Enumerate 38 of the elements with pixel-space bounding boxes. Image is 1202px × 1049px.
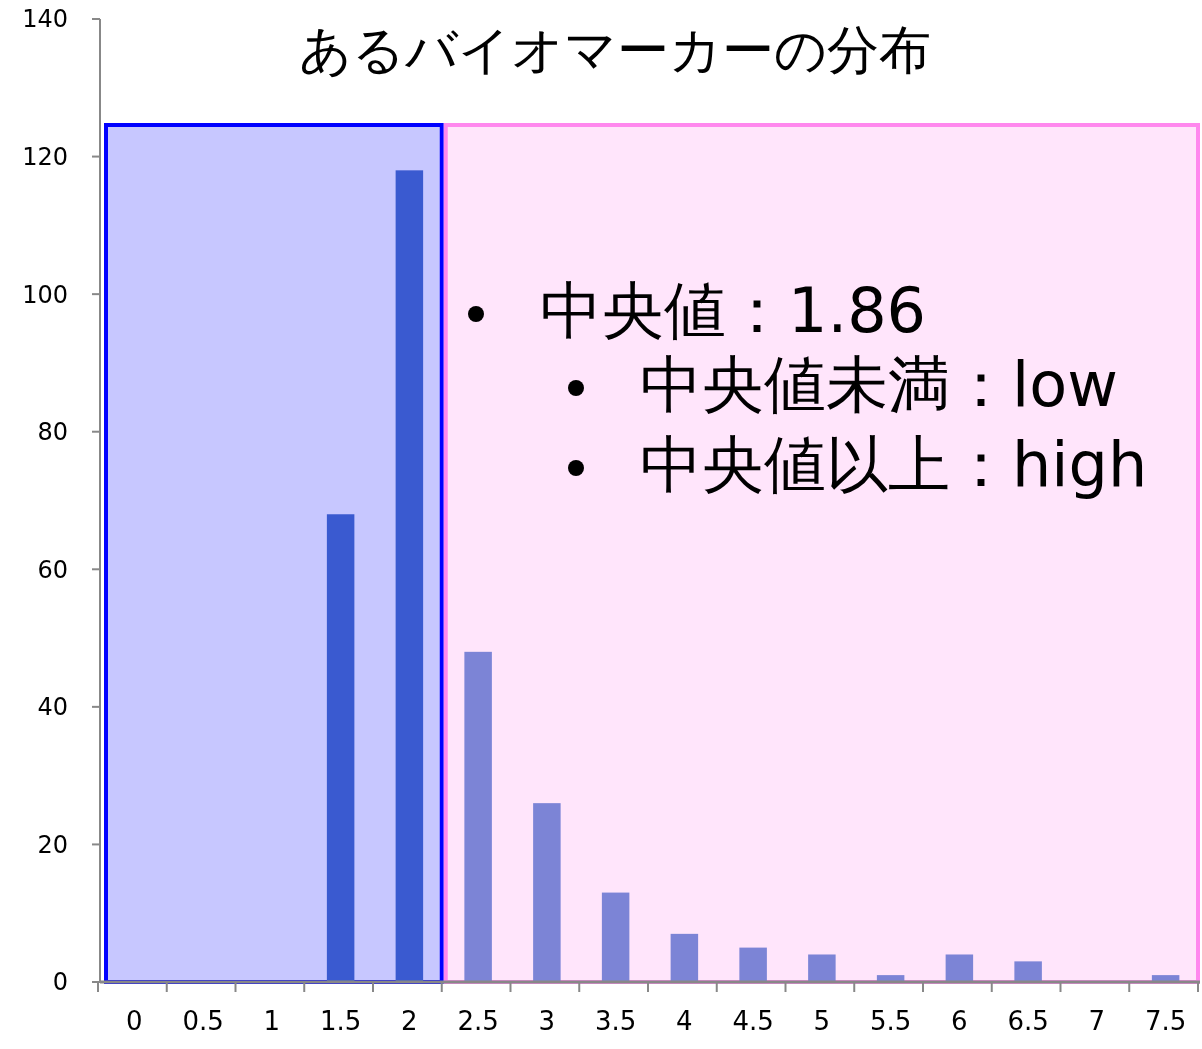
bar [395,170,424,982]
x-tick-label: 7.5 [1144,1006,1187,1036]
y-tick-label: 140 [22,5,68,34]
x-tick-label: 4 [676,1006,693,1036]
bar [739,947,767,982]
x-tick-label: 2 [401,1006,418,1036]
bar [670,933,699,982]
y-tick-label: 20 [37,830,68,859]
x-tick-label: 5.5 [869,1006,912,1036]
annotation: 中央値以上：high [640,428,1148,501]
x-tick-label: 5 [813,1006,831,1036]
bar [945,954,974,982]
x-tick-label: 7 [1088,1006,1106,1036]
y-tick-label: 0 [52,968,68,997]
x-tick-label: 6.5 [1007,1006,1049,1036]
x-tick-label: 3.5 [594,1006,637,1036]
x-tick-label: 1 [263,1006,281,1036]
chart-title: あるバイオマーカーの分布 [299,20,931,80]
y-tick-label: 100 [22,280,68,309]
y-tick-label: 60 [37,555,68,584]
bar [1014,961,1042,982]
x-tick-label: 4.5 [732,1006,774,1036]
bar [808,954,836,982]
x-tick-label: 3 [538,1006,556,1036]
x-tick-label: 6 [951,1006,968,1036]
annotation: 中央値未満：low [640,348,1118,421]
bar [326,514,355,982]
bar [464,651,492,982]
y-tick-label: 120 [22,142,68,171]
y-tick-label: 40 [37,693,68,722]
x-tick-label: 1.5 [319,1006,362,1036]
x-tick-label: 2.5 [457,1006,499,1036]
bar [533,803,561,982]
x-tick-label: 0 [126,1006,143,1036]
annotation: 中央値：1.86 [540,274,927,347]
bar [601,892,630,982]
x-tick-label: 0.5 [182,1006,224,1036]
y-tick-label: 80 [37,418,68,447]
